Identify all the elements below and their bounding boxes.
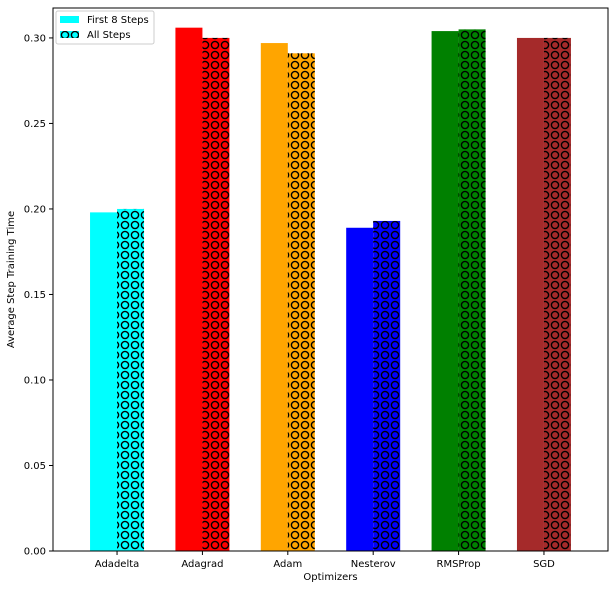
bar-hatch-sgd [543,37,571,551]
bar-sgd-first-8-steps [516,37,544,551]
bar-hatch-adadelta [117,208,145,551]
axes-group [52,7,609,552]
y-tick-label: 0.10 [24,375,46,386]
bar-hatch-rmsprop [458,29,486,552]
y-tick-label: 0.05 [24,461,46,472]
y-tick-label: 0.15 [24,290,46,301]
legend: First 8 Steps All Steps [55,10,155,45]
ticks-group: Adadelta Adagrad Adam Nesterov RMSProp SGD 0.0… [24,33,555,570]
y-tick-label: 0.20 [24,204,46,215]
x-tick-label: Adagrad [181,559,223,570]
y-tick-label: 0.00 [24,547,46,558]
bar-adagrad-first-8-steps [175,27,203,551]
x-axis-label: Optimizers [303,572,357,583]
bar-hatch-nesterov [373,220,401,551]
x-tick-label: Adadelta [95,559,139,570]
y-axis-label: Average Step Training Time [6,211,17,348]
bar-adam-first-8-steps [260,43,288,551]
legend-label: All Steps [87,30,131,41]
legend-box [55,10,155,45]
legend-swatch-hatch [60,31,79,38]
bar-adadelta-first-8-steps [90,212,118,551]
y-tick-label: 0.25 [24,119,46,130]
bar-nesterov-first-8-steps [346,227,374,551]
bar-hatch-adam [287,53,315,551]
legend-label: First 8 Steps [87,15,149,26]
y-tick-label: 0.30 [24,33,46,44]
plot-frame [52,7,609,552]
bar-rmsprop-first-8-steps [431,31,459,551]
bar-hatch-adagrad [202,37,230,551]
x-tick-label: Nesterov [351,559,396,570]
x-tick-label: RMSProp [437,559,481,570]
x-tick-label: Adam [273,559,302,570]
legend-swatch [60,16,79,23]
bars-group [90,27,571,552]
x-tick-label: SGD [533,559,555,570]
